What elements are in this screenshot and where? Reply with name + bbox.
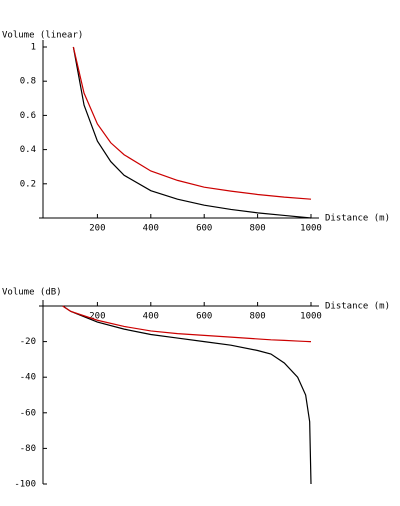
x-tick-label: 200 (89, 312, 105, 322)
x-tick-label: 400 (143, 312, 159, 322)
series-line (62, 305, 312, 485)
y-tick-label: 0.4 (20, 145, 36, 155)
series-line (62, 305, 311, 343)
y-tick-label: -80 (20, 444, 36, 454)
x-tick-label: 800 (249, 312, 265, 322)
y-tick-label: -60 (20, 408, 36, 418)
series-line (72, 46, 312, 200)
y-tick-label: -40 (20, 373, 36, 383)
x-axis-title: Distance (m) (325, 302, 390, 312)
x-tick-label: 1000 (300, 312, 322, 322)
x-tick-label: 200 (89, 224, 105, 234)
y-axis-title: Volume (dB) (2, 288, 62, 298)
x-tick-label: 600 (196, 224, 212, 234)
x-tick-label: 800 (249, 224, 265, 234)
x-axis-title: Distance (m) (325, 214, 390, 224)
y-tick-label: 0.6 (20, 111, 36, 121)
y-tick-label: 0.2 (20, 179, 36, 189)
y-tick-label: 1 (31, 43, 36, 53)
y-tick-label: -20 (20, 337, 36, 347)
y-axis-title: Volume (linear) (2, 31, 83, 41)
x-tick-label: 1000 (300, 224, 322, 234)
y-tick-label: -100 (14, 480, 36, 490)
x-tick-label: 600 (196, 312, 212, 322)
y-tick-label: 0.8 (20, 77, 36, 87)
x-tick-label: 400 (143, 224, 159, 234)
series-line (72, 46, 312, 219)
